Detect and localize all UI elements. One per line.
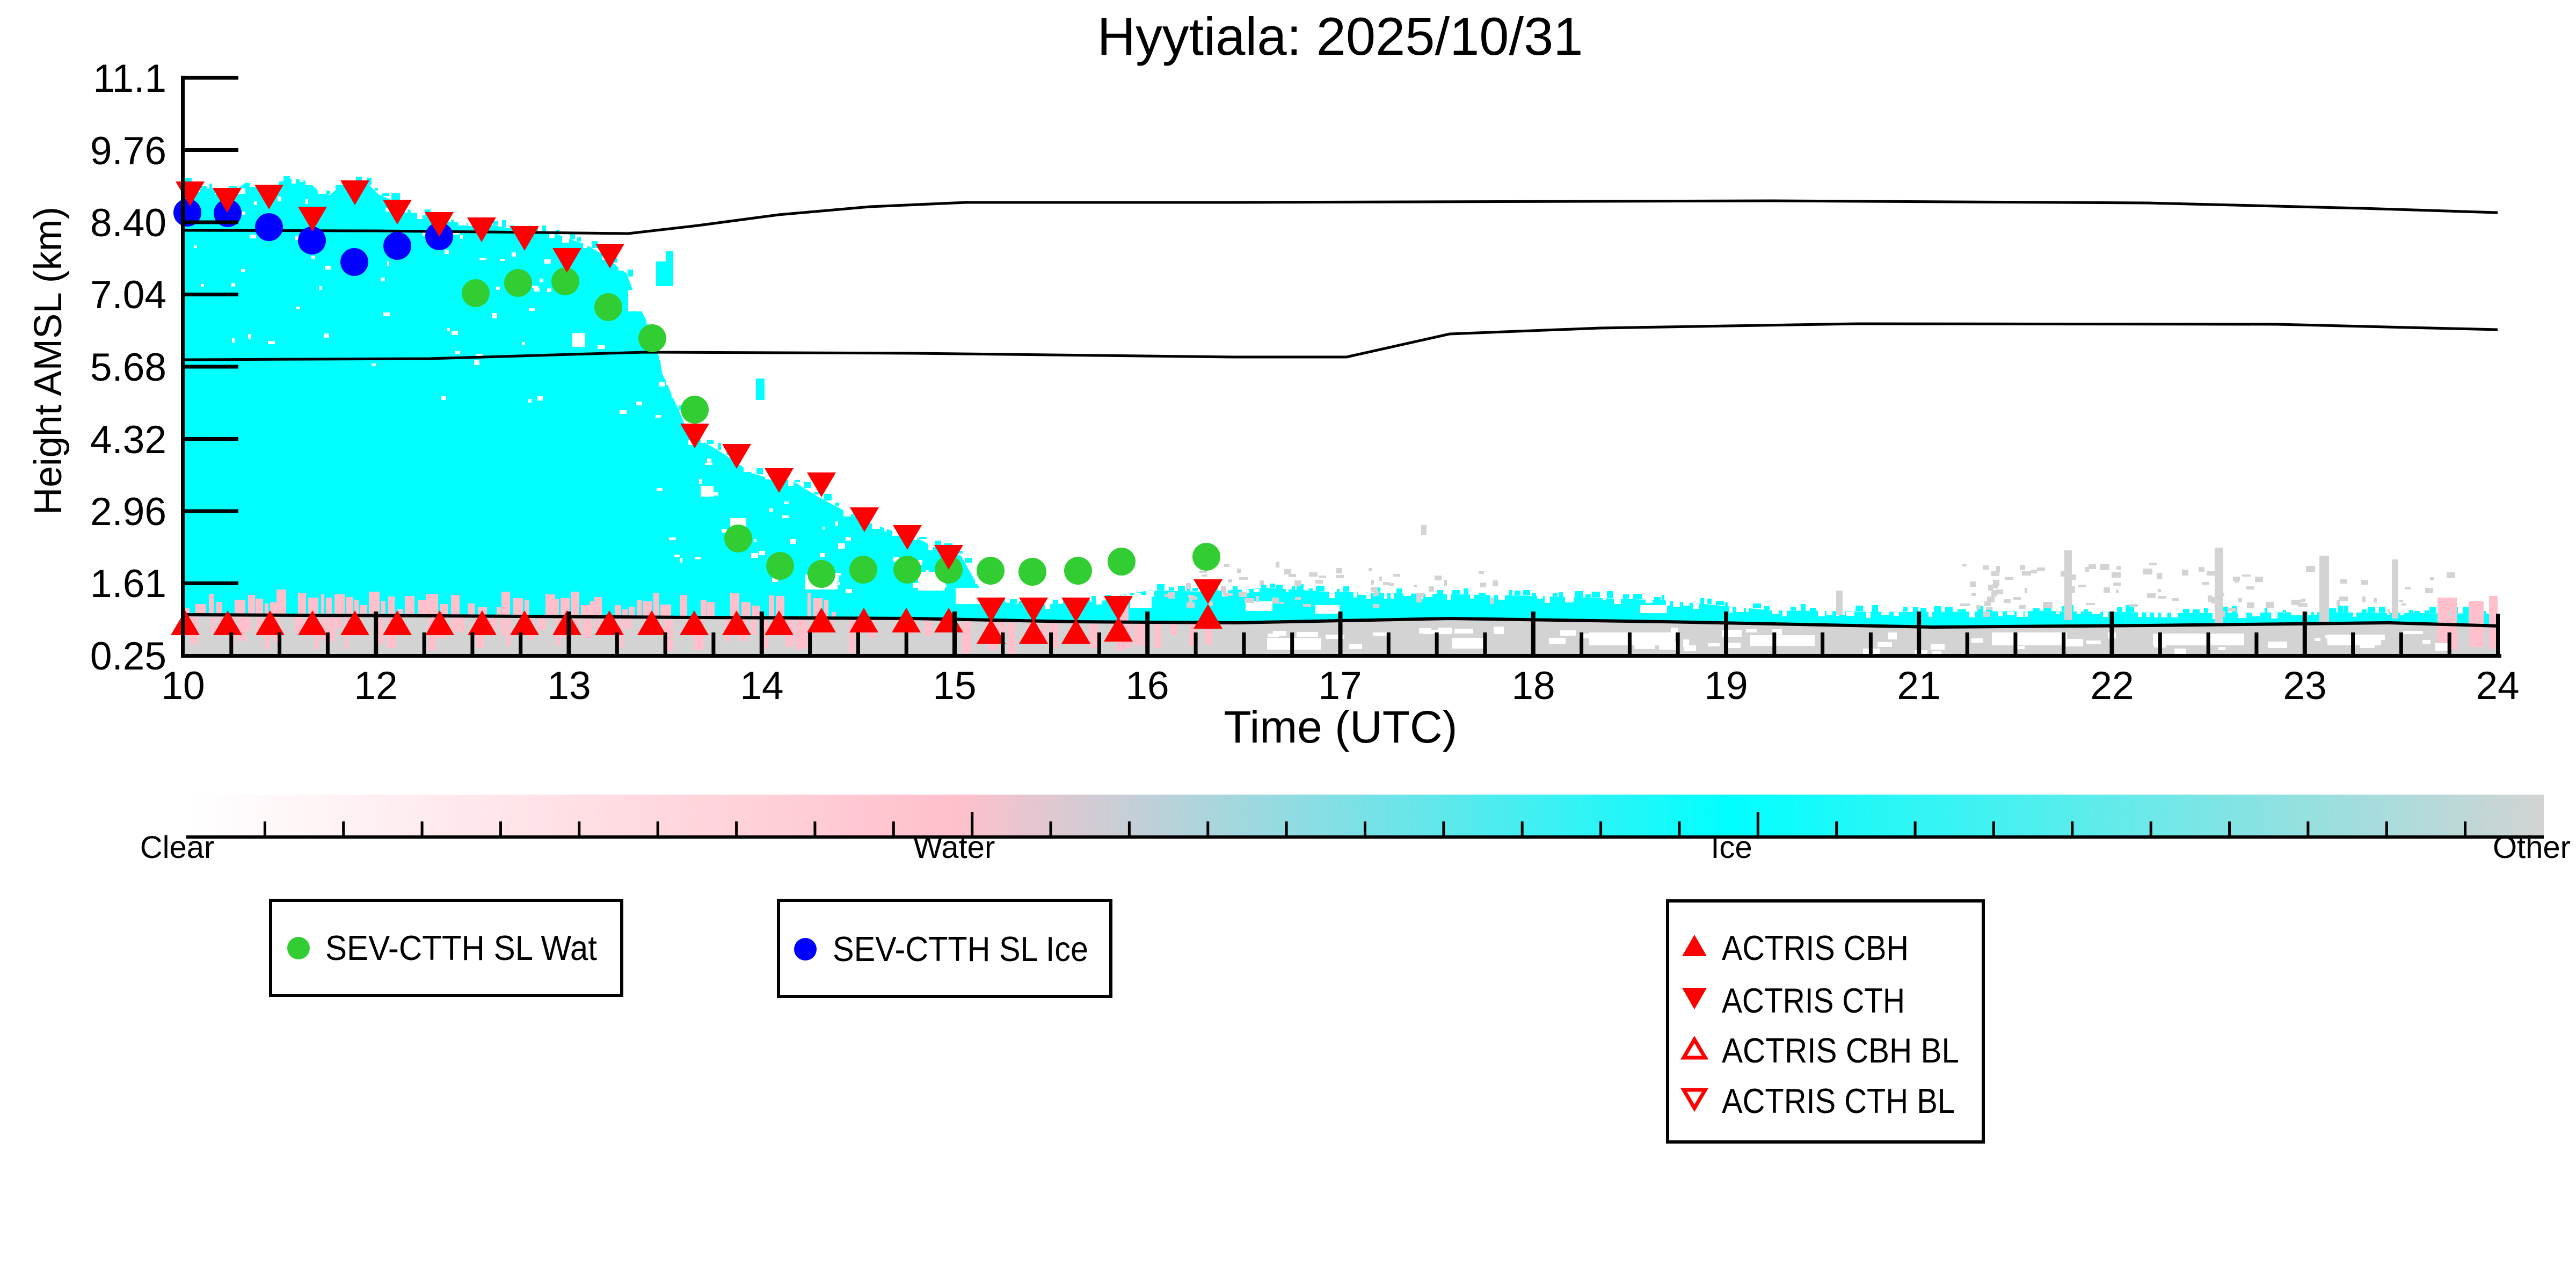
svg-text:22: 22 — [2090, 664, 2134, 708]
svg-text:12: 12 — [354, 664, 397, 708]
svg-text:17: 17 — [1318, 664, 1362, 708]
svg-text:14: 14 — [740, 664, 783, 708]
svg-text:1.61: 1.61 — [90, 562, 166, 606]
svg-text:Water: Water — [913, 830, 995, 865]
svg-text:24: 24 — [2476, 664, 2519, 708]
svg-text:ACTRIS CBH: ACTRIS CBH — [1722, 928, 1909, 967]
svg-text:16: 16 — [1125, 664, 1169, 708]
svg-text:Time (UTC): Time (UTC) — [1224, 702, 1458, 752]
svg-text:7.04: 7.04 — [90, 273, 166, 317]
svg-text:Height AMSL (km): Height AMSL (km) — [27, 207, 70, 515]
svg-text:Ice: Ice — [1711, 830, 1752, 865]
svg-text:11.1: 11.1 — [93, 57, 166, 100]
svg-text:4.32: 4.32 — [90, 418, 166, 462]
svg-text:18: 18 — [1511, 664, 1555, 708]
svg-text:Clear: Clear — [140, 830, 215, 865]
svg-text:19: 19 — [1704, 664, 1748, 708]
svg-text:13: 13 — [547, 664, 591, 708]
svg-text:Hyytiala: 2025/10/31: Hyytiala: 2025/10/31 — [1097, 6, 1583, 66]
svg-text:ACTRIS CTH BL: ACTRIS CTH BL — [1722, 1081, 1955, 1120]
svg-text:SEV-CTTH SL Ice: SEV-CTTH SL Ice — [833, 929, 1088, 969]
svg-text:SEV-CTTH SL Wat: SEV-CTTH SL Wat — [325, 928, 597, 967]
svg-text:Other: Other — [2493, 830, 2571, 865]
svg-text:10: 10 — [161, 664, 205, 708]
svg-text:ACTRIS CTH: ACTRIS CTH — [1722, 981, 1905, 1020]
svg-text:9.76: 9.76 — [90, 129, 166, 173]
svg-text:15: 15 — [933, 664, 976, 708]
svg-text:5.68: 5.68 — [90, 346, 166, 389]
svg-text:2.96: 2.96 — [90, 490, 166, 534]
svg-text:0.25: 0.25 — [90, 635, 166, 678]
svg-text:8.40: 8.40 — [90, 201, 166, 245]
svg-text:23: 23 — [2283, 664, 2326, 708]
svg-text:21: 21 — [1897, 664, 1940, 708]
svg-text:ACTRIS CBH BL: ACTRIS CBH BL — [1722, 1031, 1959, 1070]
